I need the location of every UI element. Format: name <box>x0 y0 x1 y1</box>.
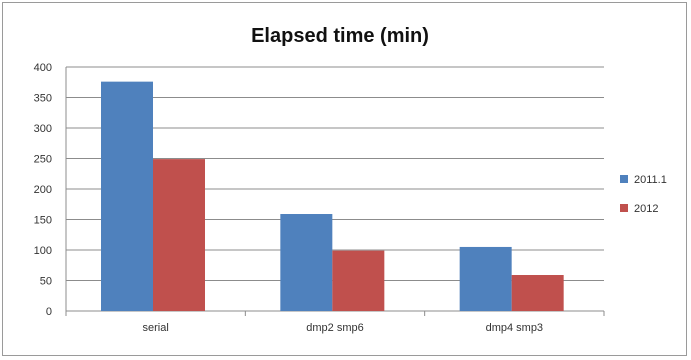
y-tick-label: 150 <box>34 215 52 227</box>
legend-label: 2011.1 <box>634 174 667 186</box>
x-category-label: dmp2 smp6 <box>306 322 363 334</box>
legend-label: 2012 <box>634 203 658 215</box>
x-category-label: dmp4 smp3 <box>486 322 543 334</box>
bar-2011.1-dmp2-smp6 <box>280 214 333 311</box>
x-axis-categories: serial dmp2 smp6 dmp4 smp3 <box>143 322 544 334</box>
bar-2012-dmp2-smp6 <box>332 250 385 311</box>
legend-swatch <box>620 204 628 212</box>
bar-2011.1-serial <box>101 81 153 311</box>
y-tick-label: 50 <box>40 276 52 288</box>
bar-2012-dmp4-smp3 <box>511 275 564 311</box>
bar-2012-serial <box>153 159 205 311</box>
chart-title: Elapsed time (min) <box>251 25 429 47</box>
y-tick-label: 0 <box>46 306 52 318</box>
bars <box>101 81 564 311</box>
bar-2011.1-dmp4-smp3 <box>459 246 512 311</box>
y-tick-label: 400 <box>34 62 52 74</box>
y-tick-label: 250 <box>34 154 52 166</box>
y-tick-label: 100 <box>34 245 52 257</box>
y-tick-label: 300 <box>34 123 52 135</box>
y-axis-ticks: 0 50 100 150 200 250 300 350 400 <box>34 62 52 318</box>
x-category-label: serial <box>143 322 169 334</box>
legend: 2011.1 2012 <box>620 174 667 215</box>
y-tick-label: 200 <box>34 184 52 196</box>
legend-swatch <box>620 175 628 183</box>
y-tick-label: 350 <box>34 93 52 105</box>
